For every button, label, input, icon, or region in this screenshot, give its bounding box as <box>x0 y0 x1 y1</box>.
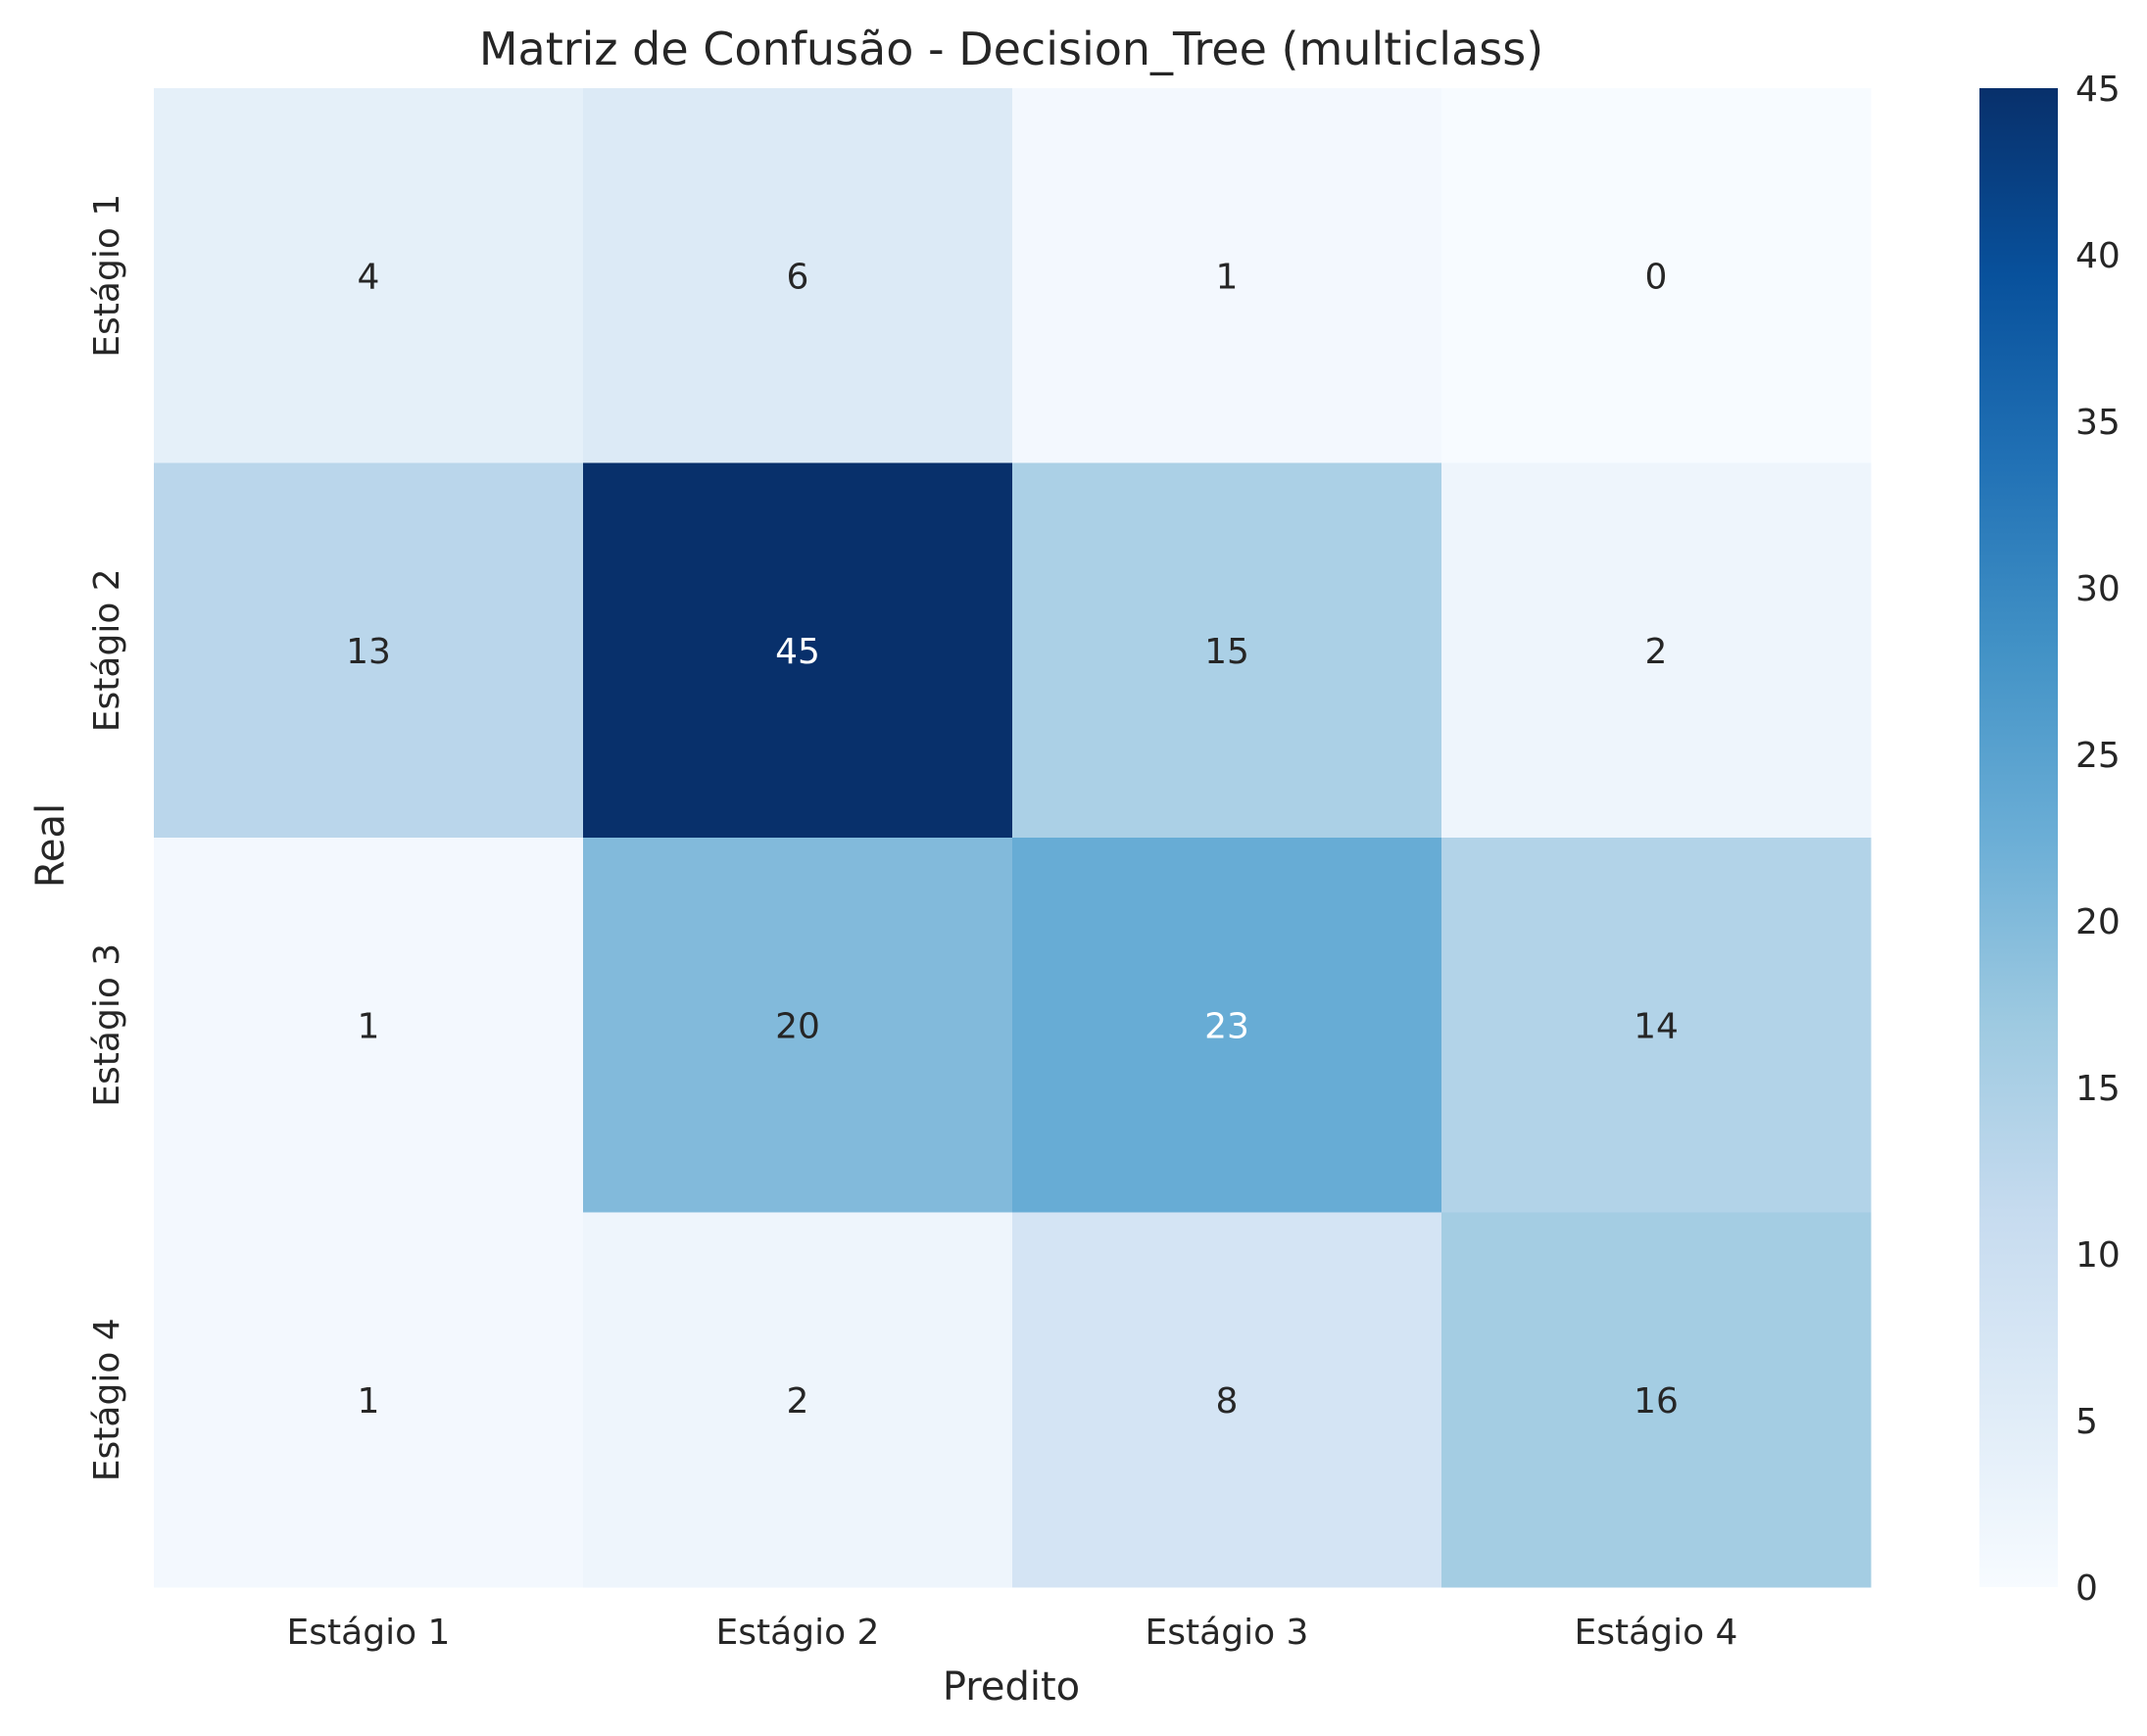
heatmap-cell <box>1441 838 1872 1213</box>
colorbar <box>1979 88 2058 1587</box>
x-tick-label: Estágio 1 <box>287 1613 451 1653</box>
x-axis-label: Predito <box>943 1664 1080 1710</box>
heatmap-cell <box>1012 88 1442 463</box>
heatmap-cell <box>583 1212 1013 1588</box>
colorbar-tick-label: 25 <box>2075 736 2121 776</box>
cell-value-label: 13 <box>346 632 391 672</box>
chart-title: Matriz de Confusão - Decision_Tree (mult… <box>479 23 1543 75</box>
heatmap-cell <box>154 88 584 463</box>
heatmap-cell <box>154 838 584 1213</box>
cell-value-label: 23 <box>1204 1006 1249 1046</box>
x-tick-labels: Estágio 1 Estágio 2 Estágio 3 Estágio 4 <box>287 1613 1738 1653</box>
heatmap-cell <box>583 462 1013 839</box>
colorbar-tick-label: 15 <box>2075 1069 2121 1109</box>
cell-value-label: 6 <box>787 257 809 297</box>
x-tick-label: Estágio 4 <box>1575 1613 1738 1653</box>
cell-value-label: 0 <box>1645 257 1668 297</box>
colorbar-tick-label: 45 <box>2075 70 2121 110</box>
cell-value-label: 2 <box>787 1381 809 1422</box>
colorbar-tick-label: 20 <box>2075 902 2121 942</box>
heatmap-cell <box>583 88 1013 463</box>
y-tick-label: Estágio 4 <box>87 1318 127 1481</box>
heatmap-cell-labels: 4 6 1 0 13 45 15 2 1 20 23 14 1 2 8 16 <box>346 257 1679 1422</box>
heatmap-cell <box>1012 838 1442 1213</box>
y-tick-label: Estágio 3 <box>87 943 127 1107</box>
heatmap-cells <box>154 88 1872 1588</box>
x-tick-label: Estágio 3 <box>1146 1613 1309 1653</box>
heatmap-cell <box>154 462 584 839</box>
colorbar-tick-label: 10 <box>2075 1235 2121 1276</box>
cell-value-label: 8 <box>1216 1381 1239 1422</box>
heatmap-cell <box>583 838 1013 1213</box>
y-tick-labels: Estágio 1 Estágio 2 Estágio 3 Estágio 4 <box>87 194 127 1481</box>
colorbar-tick-label: 5 <box>2075 1402 2098 1442</box>
cell-value-label: 16 <box>1634 1381 1679 1422</box>
cell-value-label: 1 <box>1216 257 1239 297</box>
cell-value-label: 1 <box>358 1381 380 1422</box>
cell-value-label: 45 <box>775 632 820 672</box>
y-tick-label: Estágio 2 <box>87 568 127 732</box>
heatmap-cell <box>154 1212 584 1588</box>
cell-value-label: 2 <box>1645 632 1668 672</box>
heatmap-cell <box>1441 462 1872 839</box>
heatmap-cell <box>1441 88 1872 463</box>
colorbar-ticks: 0 5 10 15 20 25 30 35 40 45 <box>2075 70 2121 1609</box>
colorbar-tick-label: 40 <box>2075 236 2121 276</box>
cell-value-label: 15 <box>1204 632 1249 672</box>
colorbar-tick-label: 30 <box>2075 569 2121 609</box>
cell-value-label: 1 <box>358 1006 380 1046</box>
heatmap-cell <box>1012 462 1442 839</box>
y-axis-label: Real <box>28 803 73 888</box>
heatmap-cell <box>1012 1212 1442 1588</box>
cell-value-label: 4 <box>358 257 380 297</box>
colorbar-tick-label: 0 <box>2075 1568 2098 1609</box>
cell-value-label: 14 <box>1634 1006 1679 1046</box>
heatmap-cell <box>1441 1212 1872 1588</box>
x-tick-label: Estágio 2 <box>716 1613 880 1653</box>
cell-value-label: 20 <box>775 1006 820 1046</box>
y-tick-label: Estágio 1 <box>87 194 127 358</box>
colorbar-tick-label: 35 <box>2075 403 2121 443</box>
